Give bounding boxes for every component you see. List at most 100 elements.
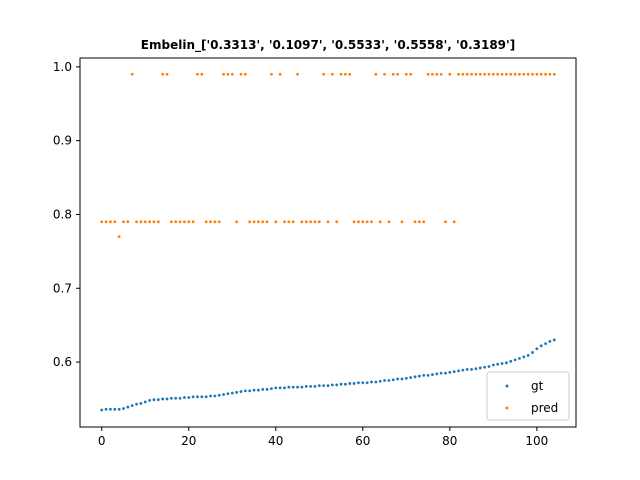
pred-point [200, 72, 204, 76]
gt-point [487, 365, 491, 368]
pred-point [148, 220, 152, 224]
gt-point [248, 389, 252, 393]
gt-point [122, 407, 125, 410]
gt-point [348, 382, 352, 385]
gt-point [496, 362, 500, 366]
pred-point [300, 220, 304, 224]
gt-point [470, 368, 473, 371]
pred-point [365, 220, 369, 224]
gt-point [213, 394, 217, 398]
pred-point [470, 72, 473, 76]
pred-point [370, 220, 373, 224]
gt-point [135, 402, 138, 406]
gt-point [278, 386, 282, 390]
series-pred-points [100, 72, 556, 238]
legend-gt-marker [505, 384, 509, 388]
legend: gt pred [486, 371, 570, 421]
gt-point [313, 385, 317, 388]
y-tick-label: 0.6 [53, 355, 72, 369]
pred-point [274, 220, 278, 224]
gt-point [191, 395, 195, 399]
pred-point [122, 220, 125, 224]
gt-point [391, 378, 395, 382]
pred-point [161, 72, 165, 76]
pred-point [461, 72, 465, 76]
x-tick-label: 100 [525, 434, 548, 448]
gt-point [387, 379, 391, 382]
pred-point [496, 72, 500, 76]
pred-point [404, 72, 408, 76]
gt-point [370, 380, 373, 384]
pred-point [396, 72, 400, 76]
gt-point [200, 395, 204, 399]
pred-point [478, 72, 482, 76]
gt-point [478, 366, 482, 370]
gt-point [439, 371, 443, 375]
pred-point [452, 220, 456, 224]
gt-point [518, 356, 521, 360]
x-tick-label: 0 [98, 434, 106, 448]
gt-point [431, 373, 434, 377]
y-axis: 0.6 0.7 0.8 0.9 1.0 [53, 60, 80, 369]
x-tick-label: 60 [355, 434, 370, 448]
pred-point [326, 220, 330, 224]
pred-point [135, 220, 138, 224]
pred-point [448, 72, 452, 76]
gt-point [309, 385, 312, 388]
gt-point [544, 342, 547, 346]
gt-point [174, 396, 178, 400]
pred-point [100, 220, 104, 224]
pred-point [474, 72, 478, 76]
gt-point [357, 381, 360, 385]
pred-point [222, 72, 225, 76]
gt-point [396, 377, 400, 381]
gt-point [435, 372, 439, 376]
pred-point [304, 220, 308, 224]
gt-point [326, 384, 330, 388]
pred-point [378, 220, 382, 224]
y-tick-label: 0.9 [53, 134, 72, 148]
gt-point [161, 397, 165, 401]
pred-point [491, 72, 495, 76]
x-axis: 0 20 40 60 80 100 [98, 427, 548, 448]
pred-point [126, 220, 130, 224]
gt-point [465, 368, 469, 371]
gt-point [457, 369, 460, 373]
gt-point [531, 351, 534, 354]
pred-point [374, 72, 378, 76]
pred-point [335, 220, 339, 224]
pred-point [191, 220, 195, 224]
pred-point [235, 220, 239, 224]
gt-point [422, 373, 426, 377]
gt-point [291, 385, 295, 389]
pred-point [409, 72, 413, 76]
gt-point [235, 390, 239, 394]
pred-point [391, 72, 395, 76]
gt-point [270, 387, 273, 391]
pred-point [113, 220, 117, 224]
pred-point [383, 72, 386, 76]
gt-point [426, 373, 430, 377]
gt-point [509, 359, 513, 363]
pred-point [256, 220, 260, 224]
gt-point [548, 339, 552, 343]
pred-point [426, 72, 430, 76]
gt-point [483, 365, 487, 369]
gt-point [361, 381, 365, 385]
pred-point [183, 220, 186, 224]
pred-point [339, 72, 343, 76]
gt-point [317, 384, 321, 388]
pred-point [209, 220, 212, 224]
gt-point [165, 397, 169, 401]
gt-point [130, 404, 134, 407]
gt-point [226, 392, 230, 396]
pred-point [309, 220, 312, 224]
series-gt-points [100, 338, 556, 412]
gt-point [222, 393, 225, 396]
pred-point [387, 220, 391, 224]
gt-point [448, 370, 452, 374]
gt-point [474, 367, 478, 371]
gt-point [283, 386, 286, 390]
gt-point [156, 398, 160, 402]
gt-point [169, 396, 173, 400]
